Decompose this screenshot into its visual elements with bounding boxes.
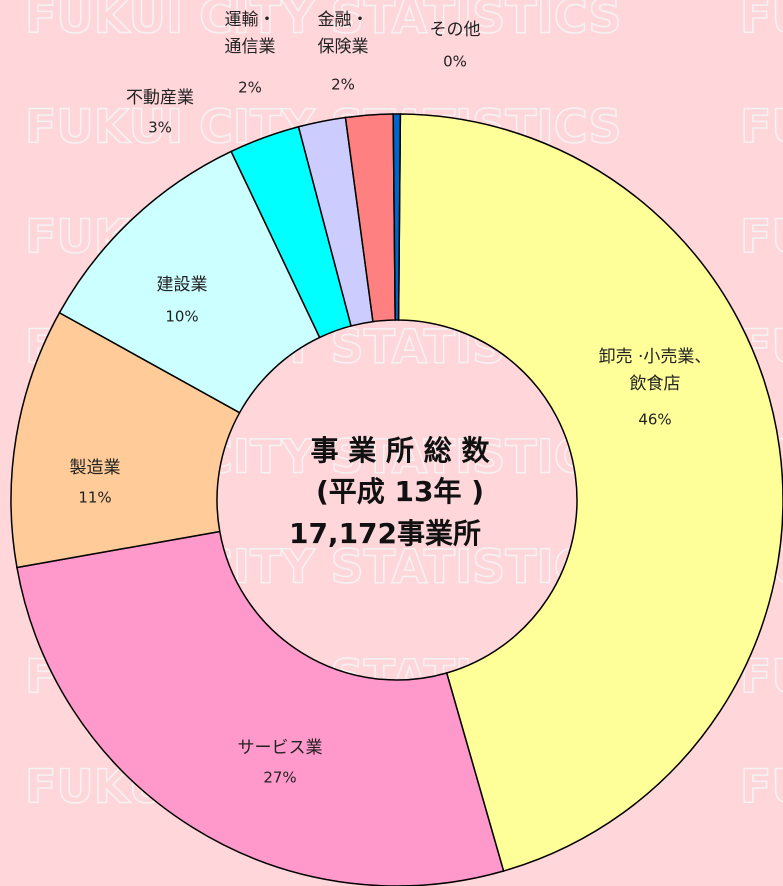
watermark: FUKUI CITY STATISTICS — [25, 0, 622, 44]
donut-slice — [58, 150, 321, 414]
value-label: 46% — [638, 411, 671, 429]
value-label: 11% — [78, 489, 111, 507]
donut-slice — [397, 113, 783, 872]
donut-slice — [10, 311, 241, 569]
category-label: サービス業 — [238, 738, 323, 758]
donut-slice — [16, 530, 505, 886]
watermark: FUKUI CITY STATISTICS — [740, 760, 783, 814]
watermark: FUKUI CITY STATISTICS — [740, 210, 783, 264]
value-label: 2% — [331, 76, 355, 94]
value-label: 0% — [443, 53, 467, 71]
category-label: 建設業 — [157, 275, 208, 295]
category-label: 製造業 — [70, 458, 121, 478]
value-label: 10% — [165, 308, 198, 326]
category-label: 運輸・通信業 — [225, 10, 276, 57]
center-text: (平成 13年 ) — [316, 475, 484, 508]
category-label: 不動産業 — [126, 88, 194, 108]
center-text: 17,172事業所 — [289, 517, 481, 550]
value-label: 2% — [238, 79, 262, 97]
category-label: その他 — [430, 20, 481, 40]
value-label: 27% — [263, 769, 296, 787]
watermark: FUKUI CITY STATISTICS — [740, 0, 783, 44]
donut-slice — [392, 113, 402, 321]
category-label: 金融・保険業 — [318, 10, 369, 57]
value-label: 3% — [148, 119, 172, 137]
center-text: 事 業 所 総 数 — [311, 434, 491, 467]
watermark: FUKUI CITY STATISTICS — [740, 100, 783, 154]
category-label: 卸売 ·小売業、飲食店 — [599, 347, 712, 394]
